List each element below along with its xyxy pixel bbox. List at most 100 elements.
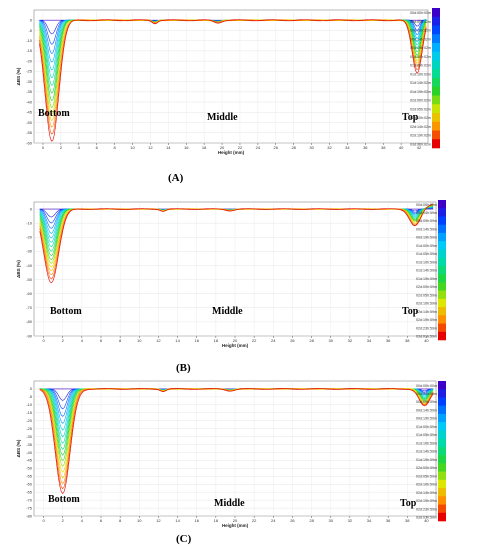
legend: 00d:00h:00m 00d:04h:59m 00d:09h:59m 00d:14h… (416, 381, 446, 522)
legend-swatch (438, 290, 446, 300)
y-tick-label: -60 (26, 291, 33, 296)
x-tick-label: 4 (81, 518, 84, 523)
legend-entry: 01d:05h:59m (416, 433, 437, 437)
x-tick-label: 2 (62, 338, 65, 343)
x-tick-label: 18 (214, 518, 219, 523)
series-lines (39, 18, 427, 142)
y-tick-label: -5 (28, 28, 32, 33)
legend-entry: 01d:10h:02m (410, 72, 431, 76)
legend-entry: 01d:14h:02m (410, 81, 431, 85)
legend: 00d:00h:00m 00d:04h:59m 00d:09h:59m 00d:14h… (416, 200, 446, 341)
x-tick-label: 42 (417, 145, 422, 150)
legend-swatch (432, 16, 440, 26)
x-tick-label: 26 (274, 145, 279, 150)
y-tick-label: -80 (26, 319, 33, 324)
series-line (39, 19, 427, 135)
x-tick-label: 24 (256, 145, 261, 150)
x-tick-label: 38 (405, 518, 410, 523)
y-tick-label: -25 (26, 426, 33, 431)
legend-entry: 02d:10h:59m (416, 483, 437, 487)
y-tick-label: -5 (28, 394, 32, 399)
legend-swatch (438, 430, 446, 439)
series-lines (39, 388, 434, 495)
y-tick-label: -35 (26, 442, 33, 447)
x-tick-label: 12 (156, 338, 161, 343)
legend-entry: 01d:05h:02m (410, 64, 431, 68)
legend-entry: 00d:00h:00m (416, 384, 437, 388)
legend-swatch (438, 479, 446, 489)
legend-swatch (432, 121, 440, 131)
x-tick-label: 18 (214, 338, 219, 343)
x-tick-label: 28 (291, 145, 296, 150)
legend-entry: 02d:19h:02m (410, 134, 431, 138)
legend-entry: 01d:00h:02m (410, 55, 431, 59)
x-tick-label: 40 (399, 145, 404, 150)
legend-swatch (438, 232, 446, 242)
legend-entry: 01d:05h:59m (416, 252, 437, 256)
legend-entry: 00d:14h:02m (410, 37, 431, 41)
legend-swatch (432, 8, 440, 18)
series-lines (39, 203, 434, 284)
x-tick-label: 6 (96, 145, 99, 150)
legend-swatch (438, 265, 446, 275)
x-tick-label: 30 (328, 518, 333, 523)
legend-swatch (438, 496, 446, 505)
x-tick-label: 38 (405, 338, 410, 343)
y-tick-label: -60 (26, 482, 33, 487)
legend-swatch (438, 438, 446, 448)
x-tick-label: 4 (78, 145, 81, 150)
x-tick-label: 2 (60, 145, 63, 150)
x-tick-label: 20 (233, 518, 238, 523)
x-tick-label: 0 (42, 518, 45, 523)
series-line (39, 19, 427, 142)
x-tick-label: 0 (42, 338, 45, 343)
legend-entry: 01d:14h:59m (416, 269, 437, 273)
x-tick-label: 32 (327, 145, 332, 150)
y-tick-label: -40 (26, 263, 33, 268)
series-line (39, 388, 434, 495)
x-tick-label: 34 (367, 338, 372, 343)
legend-swatch (438, 488, 446, 497)
legend-entry: 02d:00h:59m (416, 466, 437, 470)
legend-entry: 02d:00h:59m (416, 285, 437, 289)
legend-entry: 01d:00h:59m (416, 425, 437, 429)
x-tick-label: 14 (175, 338, 180, 343)
x-tick-label: 12 (156, 518, 161, 523)
legend-swatch (438, 274, 446, 283)
y-tick-label: -40 (26, 99, 33, 104)
x-axis-label: Height (mm) (218, 150, 245, 155)
legend-entry: 01d:00h:59m (416, 244, 437, 248)
legend-entry: 00d:19h:59m (416, 417, 437, 421)
x-tick-label: 14 (175, 518, 180, 523)
x-tick-label: 10 (137, 338, 142, 343)
y-tick-label: 0 (30, 206, 33, 211)
x-tick-label: 32 (348, 338, 353, 343)
y-tick-label: -15 (26, 410, 33, 415)
legend-swatch (438, 331, 446, 341)
x-tick-label: 14 (166, 145, 171, 150)
region-label-middle: Middle (207, 112, 238, 123)
legend-swatch (438, 422, 446, 431)
legend-swatch (432, 43, 440, 53)
x-tick-label: 32 (348, 518, 353, 523)
region-label-middle: Middle (214, 498, 245, 509)
x-tick-label: 6 (100, 338, 103, 343)
legend-swatch (438, 389, 446, 398)
legend-swatch (438, 298, 446, 308)
x-tick-label: 22 (252, 338, 257, 343)
legend-entry: 00d:05h:02m (410, 20, 431, 24)
legend-swatch (432, 78, 440, 88)
legend-swatch (438, 282, 446, 291)
legend-swatch (438, 249, 446, 258)
legend-swatch (438, 200, 446, 209)
y-tick-label: -35 (26, 89, 33, 94)
legend-swatch (438, 224, 446, 234)
legend-swatch (432, 86, 440, 96)
legend-entry: 02d:10h:02m (410, 116, 431, 120)
y-tick-label: -50 (26, 277, 33, 282)
y-tick-label: -50 (26, 466, 33, 471)
region-label-top: Top (400, 498, 417, 509)
y-tick-label: -80 (26, 513, 33, 518)
legend-swatch (432, 104, 440, 114)
